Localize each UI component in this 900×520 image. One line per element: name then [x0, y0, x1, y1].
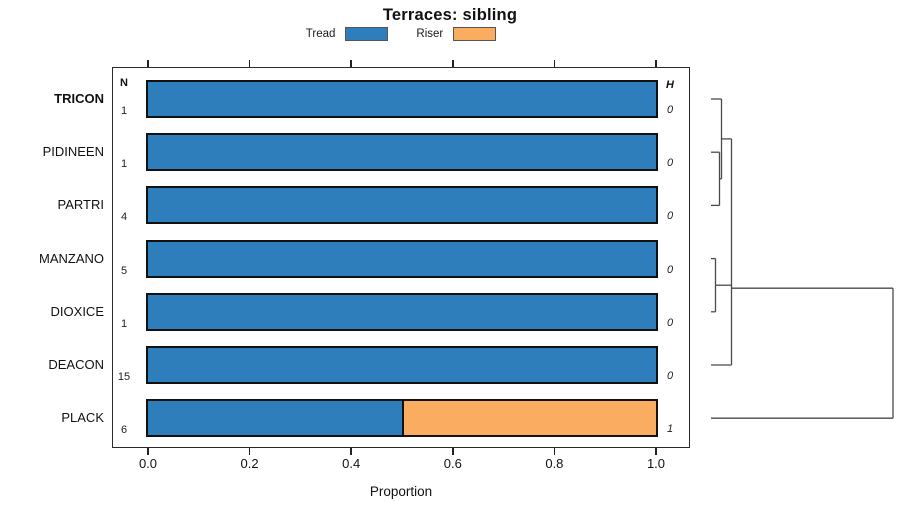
n-value: 1	[120, 158, 128, 171]
bottom-tick-mark	[452, 448, 454, 455]
legend-label-riser: Riser	[416, 28, 444, 40]
tread-segment	[148, 241, 656, 276]
riser-segment	[402, 401, 656, 436]
stacked-bar	[146, 80, 658, 118]
tread-color-swatch	[345, 27, 389, 41]
n-value: 1	[120, 105, 128, 117]
x-tick-label: 1.0	[646, 456, 666, 471]
h-value: 0	[666, 370, 674, 382]
row-label-dioxice: DIOXICE	[50, 303, 104, 319]
h-column-header: H	[666, 79, 674, 91]
h-value: 1	[666, 423, 674, 436]
x-axis-title: Proportion	[369, 484, 433, 499]
bottom-tick-mark	[350, 448, 352, 455]
row-label-tricon: TRICON	[54, 91, 104, 106]
h-value: 0	[666, 316, 674, 329]
x-tick-label: 0.4	[342, 456, 361, 471]
plot-frame	[112, 67, 690, 448]
chart-title: Terraces: sibling	[382, 6, 518, 24]
top-tick-mark	[350, 60, 352, 67]
h-value: 0	[666, 210, 674, 223]
tread-segment	[148, 348, 656, 382]
h-value: 0	[666, 157, 674, 170]
top-tick-mark	[248, 60, 251, 67]
x-tick-label: 0.8	[545, 456, 564, 471]
row-label-plack: PLACK	[61, 410, 104, 426]
tread-segment	[148, 188, 656, 223]
legend-item-riser: Riser	[416, 27, 497, 41]
tread-segment	[148, 294, 656, 329]
bottom-tick-mark	[147, 448, 149, 455]
tread-segment	[148, 135, 656, 170]
row-label-pidineen: PIDINEEN	[42, 144, 104, 160]
stacked-bar	[146, 399, 658, 438]
x-tick-label: 0.0	[138, 456, 158, 471]
bottom-tick-mark	[553, 448, 556, 455]
n-value: 4	[120, 211, 128, 224]
legend-label-tread: Tread	[305, 28, 336, 40]
top-tick-mark	[655, 60, 657, 67]
n-value: 1	[120, 317, 128, 330]
row-label-manzano: MANZANO	[39, 250, 104, 266]
h-value: 0	[666, 104, 674, 116]
legend: Tread Riser	[112, 25, 690, 43]
tread-segment	[148, 401, 402, 436]
tread-segment	[148, 82, 656, 116]
x-tick-label: 0.2	[240, 456, 259, 471]
stacked-bar	[146, 346, 658, 384]
h-value: 0	[666, 263, 674, 276]
n-value: 15	[117, 371, 131, 383]
stacked-bar	[146, 133, 658, 172]
row-label-deacon: DEACON	[48, 357, 104, 372]
x-tick-label: 0.6	[443, 456, 462, 471]
stacked-bar	[146, 186, 658, 225]
bottom-tick-mark	[248, 448, 251, 455]
top-tick-mark	[452, 60, 454, 67]
riser-color-swatch	[453, 27, 497, 41]
bottom-tick-mark	[655, 448, 657, 455]
legend-item-tread: Tread	[306, 27, 389, 41]
stacked-bar	[146, 239, 658, 278]
row-label-partri: PARTRI	[57, 197, 104, 213]
top-tick-mark	[147, 60, 149, 67]
top-tick-mark	[553, 60, 556, 67]
n-value: 5	[120, 264, 128, 277]
stacked-bar	[146, 292, 658, 331]
n-column-header: N	[120, 77, 128, 89]
n-value: 6	[120, 424, 128, 437]
